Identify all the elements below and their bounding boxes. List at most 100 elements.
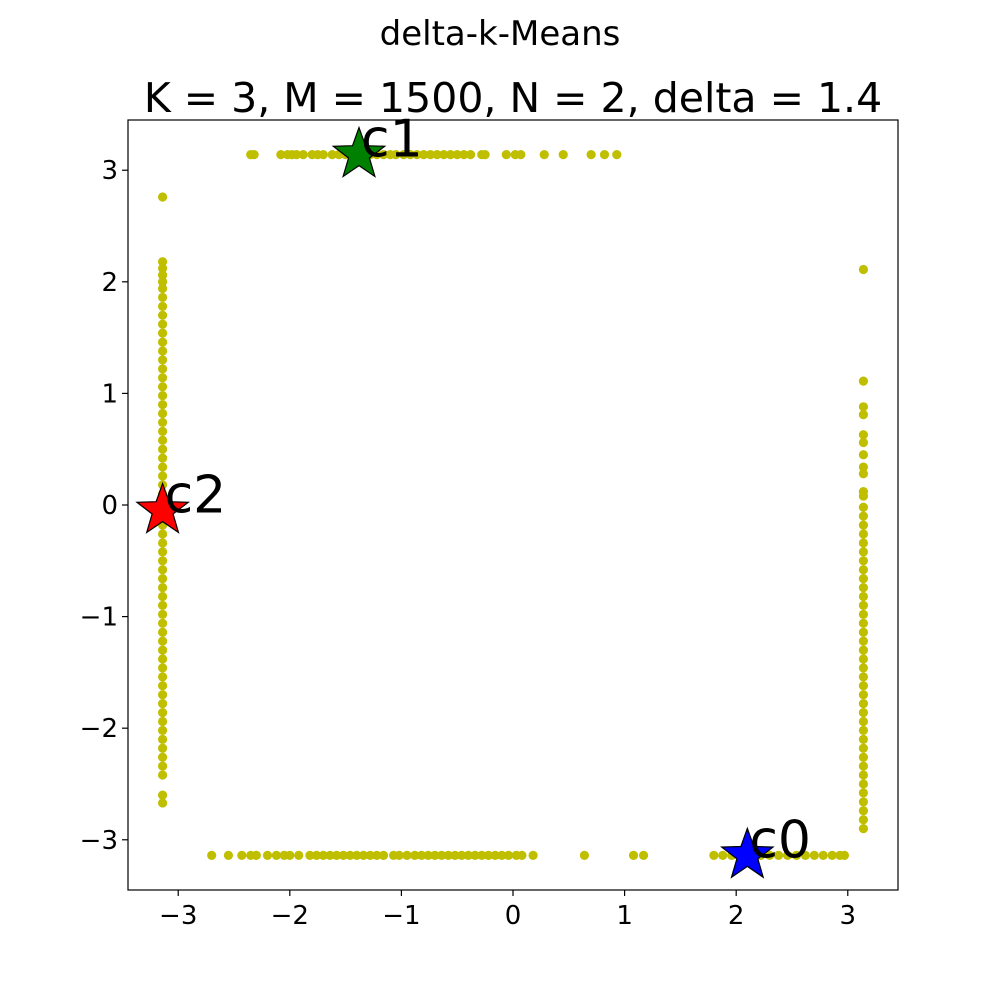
data-point [800, 850, 810, 861]
y-tick-label: 0 [101, 491, 118, 521]
data-point [858, 502, 869, 512]
data-point [718, 850, 728, 861]
data-point [157, 382, 168, 392]
data-point [157, 462, 168, 472]
data-point [157, 790, 168, 800]
data-point [858, 450, 869, 460]
data-point [157, 435, 168, 445]
centroid-label-c1: c1 [361, 110, 423, 170]
data-point [399, 149, 409, 160]
data-point [858, 529, 869, 539]
chart-title: K = 3, M = 1500, N = 2, delta = 1.4 [143, 74, 883, 122]
data-point [858, 591, 869, 602]
data-point [858, 681, 869, 691]
data-point [157, 471, 168, 481]
data-point [157, 600, 168, 611]
data-point [157, 337, 168, 347]
data-point [858, 618, 869, 628]
data-point [528, 850, 538, 861]
data-point [858, 663, 869, 673]
data-point [416, 850, 427, 861]
data-point [827, 850, 837, 861]
data-point [365, 850, 375, 861]
data-point [501, 149, 511, 160]
data-point [858, 734, 869, 744]
data-point [157, 538, 168, 548]
data-point [157, 681, 168, 691]
data-point [157, 529, 168, 539]
data-point [338, 850, 348, 861]
data-point [450, 850, 460, 861]
data-point [858, 699, 869, 709]
data-point [638, 850, 649, 861]
x-tick-label: −2 [271, 901, 309, 931]
data-point [157, 417, 168, 428]
data-point [157, 645, 168, 655]
data-point [157, 391, 168, 401]
data-point [285, 850, 295, 861]
data-point [157, 373, 168, 383]
data-point [858, 565, 869, 575]
data-point [378, 850, 389, 861]
data-point [157, 408, 168, 419]
data-point [818, 850, 828, 861]
data-point [352, 850, 362, 861]
data-point [490, 850, 500, 861]
centroid-star-c1 [331, 125, 387, 178]
data-point [157, 319, 168, 329]
data-point [157, 355, 168, 365]
data-point [858, 779, 869, 789]
data-point [412, 149, 422, 160]
data-point [432, 149, 442, 160]
data-point [858, 824, 869, 834]
data-point [858, 806, 869, 816]
data-point [858, 511, 869, 521]
data-point [423, 850, 433, 861]
data-point [765, 850, 775, 861]
centroid-label-c2: c2 [165, 466, 227, 526]
data-point [157, 426, 168, 436]
data-point [157, 699, 168, 709]
data-point [298, 149, 308, 160]
data-point [157, 770, 168, 780]
data-point [858, 430, 869, 440]
data-point [358, 850, 369, 861]
data-point [251, 850, 261, 861]
data-point [599, 149, 610, 160]
data-point [858, 690, 869, 700]
data-point [858, 761, 869, 771]
data-point [858, 556, 869, 566]
data-point [452, 149, 462, 160]
points-layer [157, 149, 869, 861]
data-point [325, 850, 335, 861]
data-point [157, 399, 168, 410]
data-point [327, 149, 337, 160]
data-point [157, 328, 168, 338]
data-point [858, 609, 869, 619]
data-point [157, 263, 168, 274]
x-axis: −3 −2 −1 0 1 2 3 [159, 890, 856, 931]
data-point [410, 850, 420, 861]
data-point [207, 850, 217, 861]
y-tick-label: −1 [80, 603, 118, 633]
data-point [858, 752, 869, 762]
data-point [558, 149, 568, 160]
data-point [157, 556, 168, 566]
data-point [483, 850, 494, 861]
data-point [318, 149, 328, 160]
y-tick-label: 2 [101, 268, 118, 298]
data-point [858, 520, 869, 530]
data-point [480, 149, 490, 160]
data-point [782, 850, 793, 861]
data-point [157, 743, 168, 753]
x-tick-label: −3 [159, 901, 197, 931]
data-point [858, 770, 869, 780]
x-tick-label: 1 [616, 901, 633, 931]
data-point [394, 850, 404, 861]
data-point [858, 743, 869, 753]
data-point [773, 850, 784, 861]
y-tick-label: 1 [101, 379, 118, 409]
data-point [157, 283, 168, 294]
data-point [157, 725, 168, 736]
data-point [791, 850, 802, 861]
